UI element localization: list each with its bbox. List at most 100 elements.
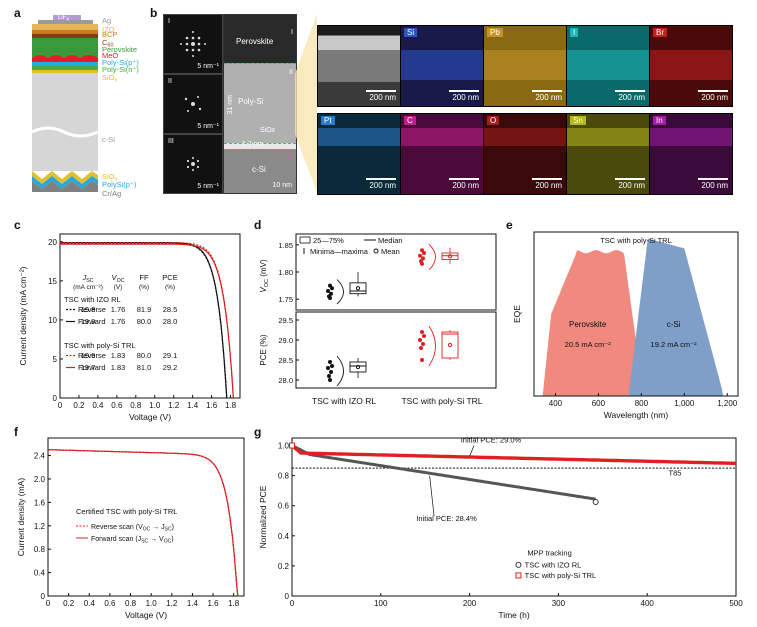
row-label: Reverse [78,351,106,360]
x-tick-label: 1.8 [228,599,240,608]
table-header: FF [139,273,149,282]
x-tick-label: 1.2 [168,401,180,410]
y-tick-label: 5 [53,355,58,364]
x-tick-label: 1.4 [187,401,199,410]
legend-label: TSC with IZO RL [525,560,582,569]
jv-curve [60,242,228,399]
data-point [420,330,424,334]
mean-marker [447,254,453,259]
chart-title: TSC with poly-Si TRL [600,236,672,245]
eds-map-br: Br 200 nm [649,25,733,107]
eqe-chart: 400 600 800 1,000 1,200 Wavelength (nm) EQE TSC… [512,231,739,420]
y-tick-label: 0.4 [278,532,290,541]
eds-map-grid: 200 nm Si 200 nm Pb 200 nm I 200 nm Br 200 nm Pt 2… [317,25,733,195]
izo-series [291,444,596,501]
panel-label-f: f [14,425,18,439]
annotation: Initial PCE: 29.0% [461,436,522,445]
y-tick-label: 10 [48,316,57,325]
table-cell: 19.9 [81,317,96,326]
izo-end-marker [592,498,599,505]
x-tick-label: 600 [592,399,606,408]
layer-label: MeO [102,51,118,60]
y-tick-label: 28.0 [278,376,293,385]
panel-label-b: b [150,6,158,20]
table-header: PCE [162,273,177,282]
region-label: c-Si [667,320,681,329]
box [441,331,459,359]
panel-label-g: g [254,425,262,439]
fft-pattern-3: III 5 nm⁻¹ [163,134,223,194]
table-header: JSC [81,273,93,284]
mean-marker [355,286,361,291]
scale-bar: 200 nm [615,178,645,190]
y-axis-label: PCE (%) [259,334,268,365]
element-tag: In [653,116,666,125]
layer-c60 [32,34,98,38]
layer-label: C60 [102,38,114,49]
layer-label: Perovskite [102,45,137,54]
data-point [327,374,331,378]
x-axis-label: Time (h) [498,610,529,620]
layer-label: PolySi(p⁺) [102,180,137,189]
x-tick-label: 0.4 [92,401,104,410]
y-tick-label: 1.2 [34,522,46,531]
layer-polysi-p-bottom [32,176,98,189]
group-label: TSC with IZO RL [64,295,121,304]
table-cell: 1.83 [111,363,126,372]
mean-marker [355,364,361,370]
layer-meo [32,55,98,62]
x-tick-label: 0 [290,599,295,608]
region-value: 20.5 mA cm⁻² [565,340,612,349]
data-point [326,289,330,293]
layer-siox-top [32,70,98,73]
layer-label: Cr/Ag [102,189,121,198]
x-axis-label: Voltage (V) [125,610,167,620]
eds-map-pt: Pt 200 nm [317,113,401,195]
y-tick-label: 0.6 [278,502,290,511]
table-unit: (%) [139,284,149,291]
layer-izo [32,24,98,30]
legend-label: Forward scan (JSC → VOC) [91,536,174,545]
x-tick-label: 0.6 [111,401,123,410]
x-tick-label: 1.0 [149,401,161,410]
layer-perovskite [32,38,98,58]
x-tick-label: 0.2 [63,599,75,608]
element-tag: Sn [570,116,586,125]
element-tag: Pb [487,28,503,37]
legend-label: Reverse scan (VOC → JSC) [91,524,174,533]
y-tick-label: 1.80 [278,268,293,277]
eqe-csi-area [628,238,726,396]
data-point [330,364,334,368]
y-tick-label: 2.4 [34,452,46,461]
y-tick-label: 29.0 [278,336,293,345]
data-point [328,296,332,301]
panel-label-c: c [14,218,21,232]
layer-label: Poly-Si(p⁺) [102,58,139,67]
jv-curve [60,243,234,399]
y-tick-label: 0 [41,592,46,601]
x-tick-label: 0.8 [130,401,142,410]
element-tag: Br [653,28,667,37]
x-tick-label: 300 [552,599,566,608]
scale-bar: 200 nm [449,178,479,190]
data-point [418,253,422,258]
x-axis-label: Wavelength (nm) [604,410,669,420]
legend-mean: Mean [381,247,400,256]
box [441,252,459,260]
fft-column: I 5 nm⁻¹ II 5 nm⁻¹ III 5 nm⁻¹ [163,14,223,194]
jv-curve [60,242,234,399]
y-axis-label: EQE [512,305,522,323]
polysi-start-marker [289,442,295,449]
layer-lif [53,15,81,20]
y-tick-label: 15 [48,277,57,286]
table-cell: 29.2 [163,363,178,372]
eds-map-c: C 200 nm [400,113,484,195]
layer-label: Ag [102,16,111,25]
eds-map-sn: Sn 200 nm [566,113,650,195]
plot-frame [59,233,241,399]
eds-map-in: In 200 nm [649,113,733,195]
plot-frame [47,437,245,597]
data-point [422,251,426,255]
row-label: Forward [78,363,106,372]
row-label: Reverse [78,305,106,314]
